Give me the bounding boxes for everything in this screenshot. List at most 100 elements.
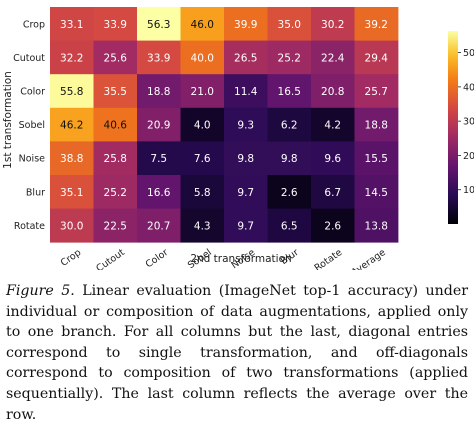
cell-value-1-7: 29.4: [365, 52, 389, 64]
y-tick-blur: Blur: [26, 187, 45, 198]
y-axis-label: 1st transformation: [2, 71, 14, 169]
caption-text: Linear evaluation (ImageNet top-1 accura…: [6, 283, 469, 423]
heatmap-cell-1-1: [93, 40, 138, 75]
cell-value-0-1: 33.9: [104, 19, 127, 31]
heatmap-cell-4-0: [50, 141, 94, 176]
x-tick-cutout: Cutout: [94, 247, 127, 270]
heatmap-cell-0-0: [50, 7, 94, 41]
cell-value-5-2: 16.6: [147, 187, 171, 199]
x-tick-rotate: Rotate: [312, 247, 344, 270]
cell-value-0-3: 46.0: [191, 19, 214, 31]
heatmap-cell-2-3: [180, 74, 225, 109]
cell-value-4-2: 7.5: [150, 153, 167, 165]
cell-value-3-6: 4.2: [324, 120, 341, 132]
heatmap-cell-6-4: [224, 208, 268, 243]
heatmap-cell-3-4: [224, 107, 268, 142]
cell-value-1-5: 25.2: [278, 52, 301, 64]
cell-value-3-0: 46.2: [60, 120, 83, 132]
cell-value-2-7: 25.7: [365, 86, 388, 98]
heatmap-cells: 33.1 33.9 56.3 46.0 39.9 35.0 30.2 39.2 32.2 25.6…: [50, 7, 399, 243]
heatmap-cell-1-5: [267, 40, 312, 75]
heatmap-cell-6-6: [311, 208, 355, 243]
heatmap-cell-6-5: [267, 208, 312, 243]
heatmap-cell-3-0: [50, 107, 94, 142]
cell-value-1-4: 26.5: [234, 52, 257, 64]
heatmap-cell-6-3: [180, 208, 225, 243]
heatmap-figure: 33.1 33.9 56.3 46.0 39.9 35.0 30.2 39.2 32.2 25.6…: [2, 7, 474, 270]
heatmap-cell-5-4: [224, 175, 268, 209]
heatmap-cell-1-0: [50, 40, 94, 75]
heatmap-cell-6-0: [50, 208, 94, 243]
caption-label: Figure 5.: [6, 283, 75, 299]
cell-value-3-1: 40.6: [104, 120, 128, 132]
cell-value-0-7: 39.2: [365, 19, 388, 31]
heatmap-cell-2-6: [311, 74, 355, 109]
x-tick-color: Color: [144, 247, 171, 270]
heatmap-cell-0-6: [311, 7, 355, 41]
cell-value-5-4: 9.7: [237, 187, 254, 199]
heatmap-cell-6-1: [93, 208, 138, 243]
cell-value-6-7: 13.8: [365, 220, 388, 232]
cell-value-4-5: 9.8: [281, 153, 298, 165]
heatmap-cell-6-7: [354, 208, 399, 243]
cell-value-2-2: 18.8: [147, 86, 170, 98]
heatmap-cell-1-7: [354, 40, 399, 75]
heatmap-cell-2-5: [267, 74, 312, 109]
heatmap-cell-3-1: [93, 107, 138, 142]
cell-value-6-3: 4.3: [194, 220, 211, 232]
figure-caption: Figure 5. Linear evaluation (ImageNet to…: [6, 281, 468, 425]
cell-value-6-0: 30.0: [60, 220, 83, 232]
heatmap-cell-5-5: [267, 175, 312, 209]
cell-value-2-0: 55.8: [60, 86, 83, 98]
cell-value-5-7: 14.5: [365, 187, 388, 199]
colorbar-ticks: 10 20 30 40 50: [458, 48, 474, 196]
cell-value-5-6: 6.7: [324, 187, 341, 199]
heatmap-cell-0-7: [354, 7, 399, 41]
cell-value-0-4: 39.9: [234, 19, 257, 31]
x-tick-crop: Crop: [59, 247, 83, 269]
cell-value-0-5: 35.0: [278, 19, 301, 31]
cell-value-6-4: 9.7: [237, 220, 254, 232]
heatmap-cell-5-1: [93, 175, 138, 209]
heatmap-cell-1-6: [311, 40, 355, 75]
cell-value-4-7: 15.5: [365, 153, 388, 165]
cell-value-3-3: 4.0: [194, 120, 211, 132]
heatmap-cell-2-1: [93, 74, 138, 109]
cell-value-4-6: 9.6: [324, 153, 341, 165]
heatmap-cell-3-5: [267, 107, 312, 142]
cell-value-1-0: 32.2: [60, 52, 83, 64]
colorbar-tick-40: 40: [463, 82, 474, 93]
colorbar: [448, 31, 458, 224]
heatmap-cell-5-6: [311, 175, 355, 209]
y-tick-cutout: Cutout: [13, 53, 45, 64]
cell-value-2-5: 16.5: [278, 86, 301, 98]
cell-value-4-4: 9.8: [237, 153, 254, 165]
y-tick-noise: Noise: [19, 154, 46, 165]
cell-value-0-0: 33.1: [60, 19, 83, 31]
heatmap-cell-3-2: [137, 107, 181, 142]
cell-value-5-0: 35.1: [60, 187, 83, 199]
heatmap-cell-0-5: [267, 7, 312, 41]
cell-value-4-0: 38.8: [60, 153, 83, 165]
x-axis-label: 2nd transformation: [190, 253, 291, 265]
cell-value-1-3: 40.0: [191, 52, 214, 64]
y-tick-crop: Crop: [23, 19, 45, 30]
heatmap-cell-5-7: [354, 175, 399, 209]
heatmap-cell-4-1: [93, 141, 138, 176]
heatmap-cell-4-5: [267, 141, 312, 176]
x-tick-average: Average: [350, 247, 388, 270]
heatmap-cell-5-3: [180, 175, 225, 209]
heatmap-cell-0-1: [93, 7, 138, 41]
y-tick-rotate: Rotate: [14, 221, 45, 232]
heatmap-cell-2-2: [137, 74, 181, 109]
heatmap-cell-0-4: [224, 7, 268, 41]
cell-value-1-6: 22.4: [321, 52, 345, 64]
heatmap-cell-4-6: [311, 141, 355, 176]
y-tick-sobel: Sobel: [19, 120, 45, 131]
heatmap-cell-3-3: [180, 107, 225, 142]
cell-value-3-5: 6.2: [281, 120, 298, 132]
heatmap-cell-2-4: [224, 74, 268, 109]
cell-value-6-5: 6.5: [281, 220, 298, 232]
heatmap-cell-4-7: [354, 141, 399, 176]
heatmap-cell-4-4: [224, 141, 268, 176]
